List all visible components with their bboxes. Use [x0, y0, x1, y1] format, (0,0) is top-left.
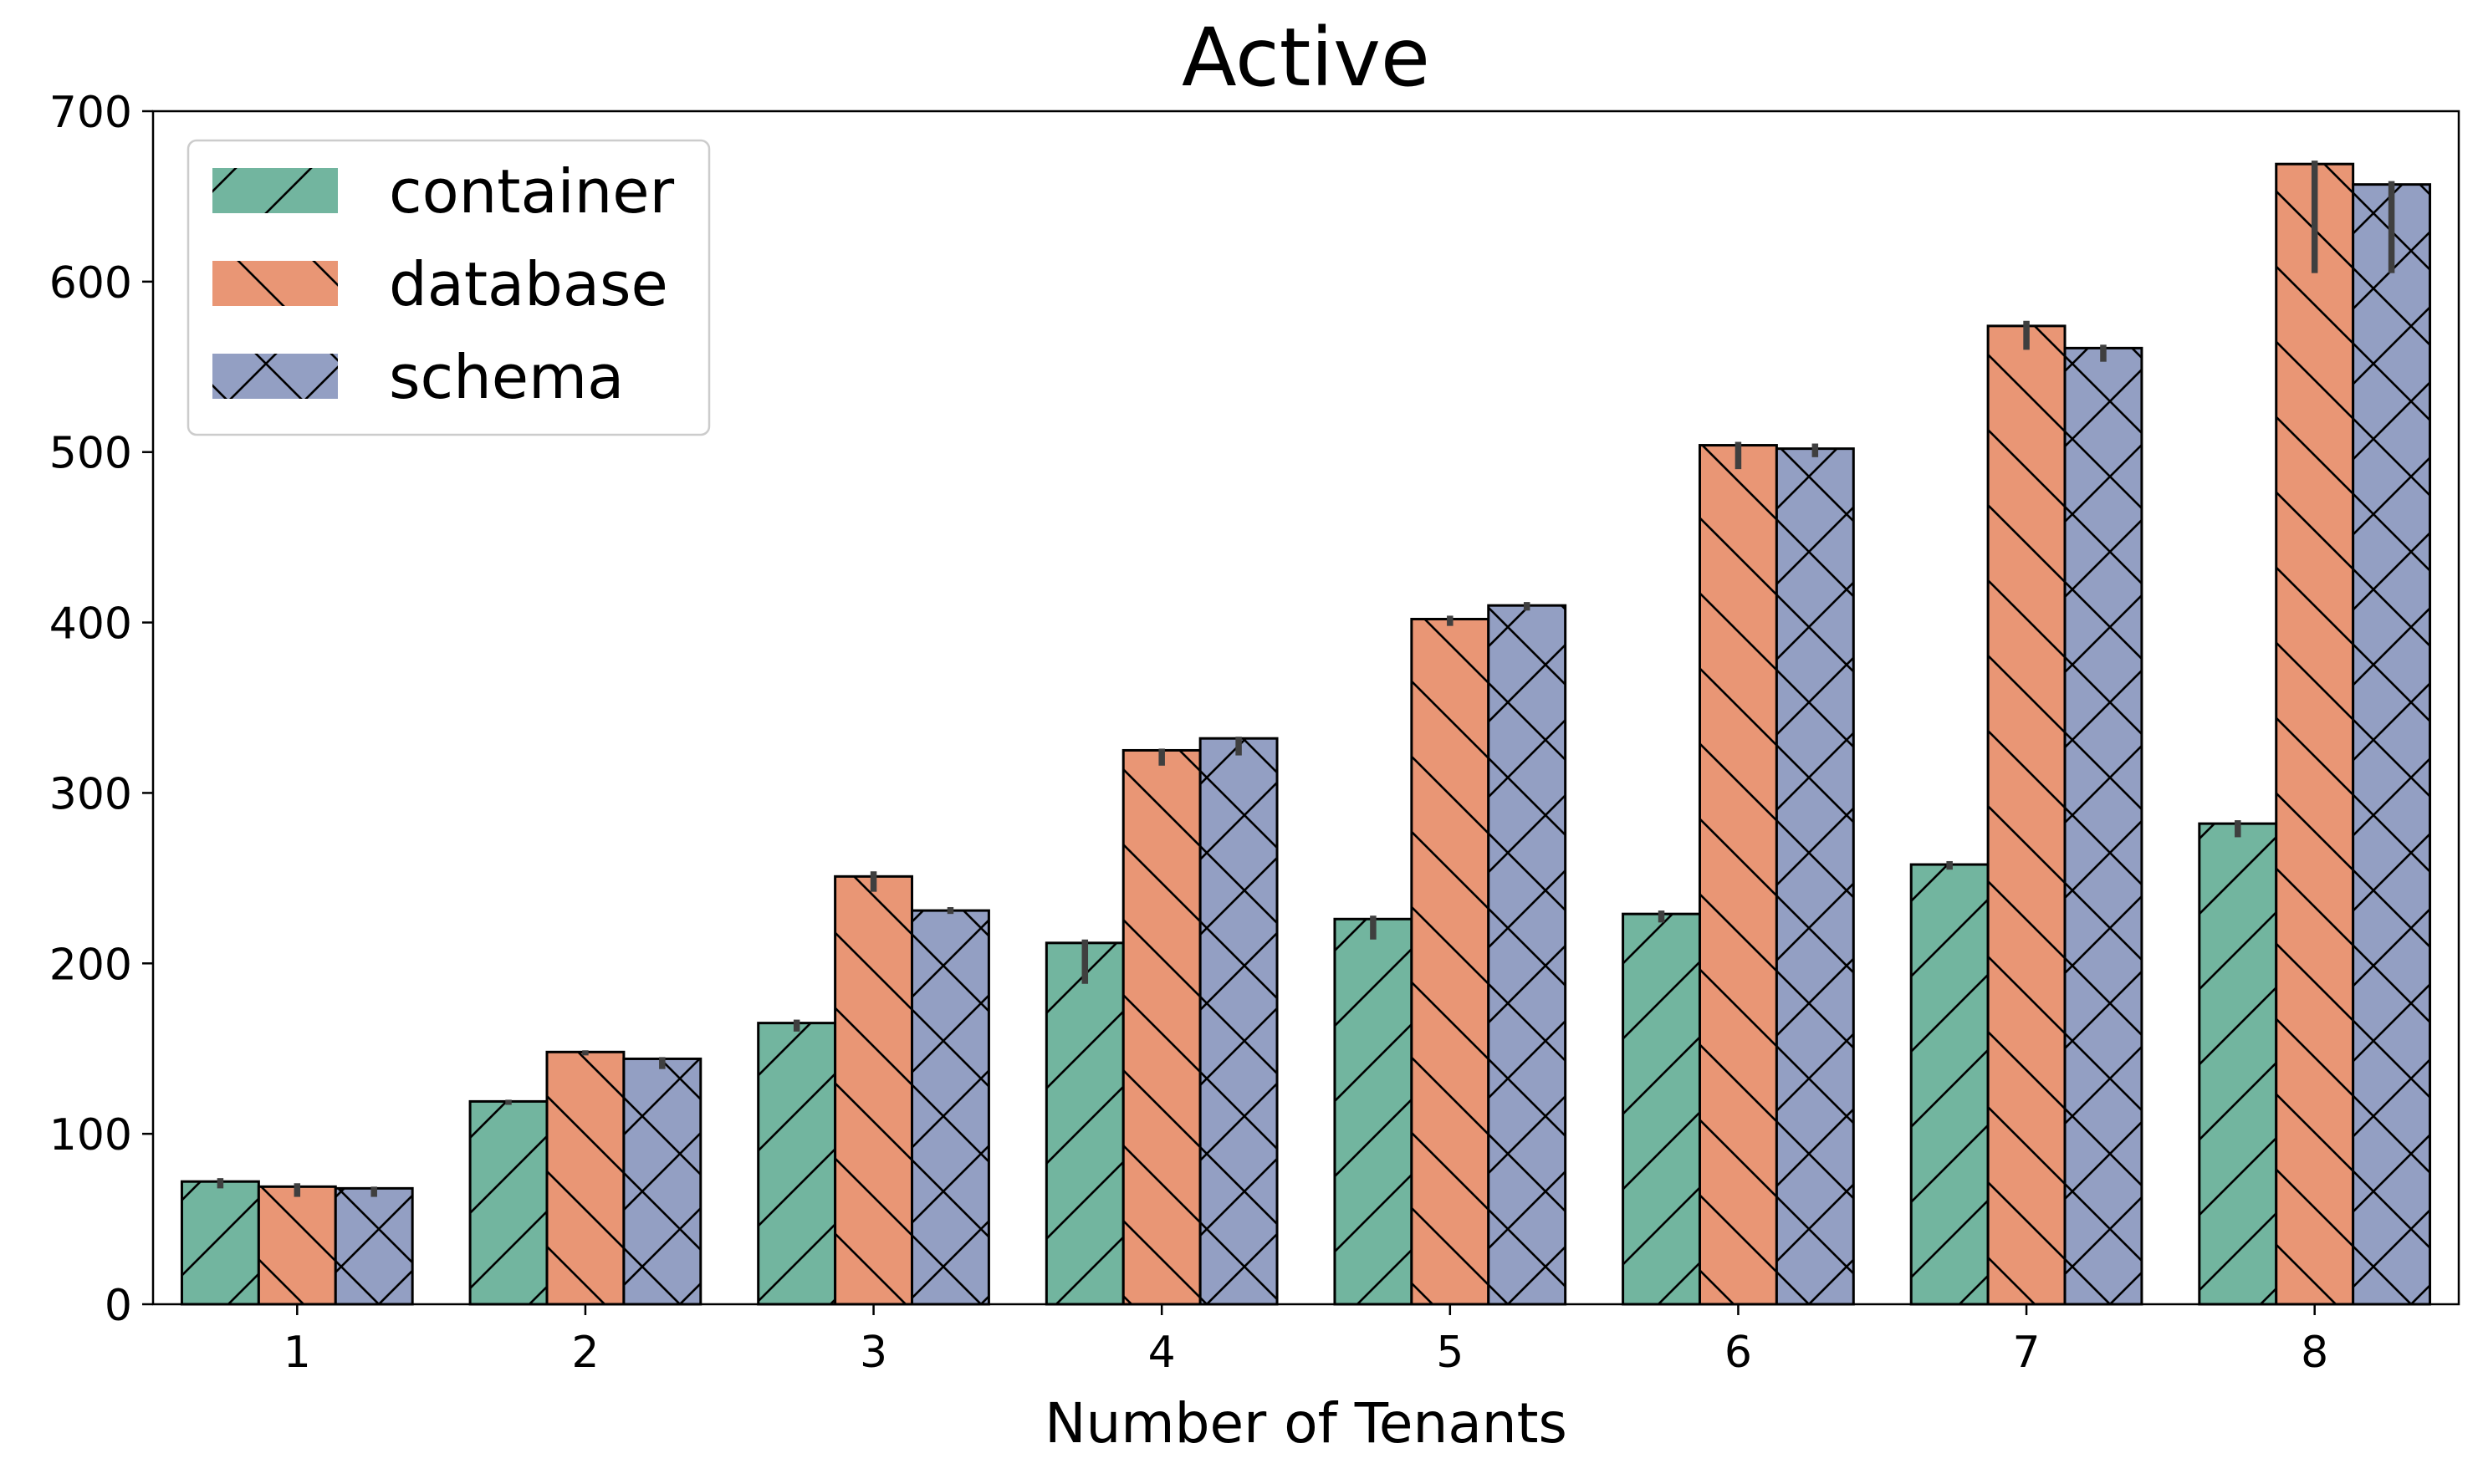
legend: container database schema [186, 139, 711, 436]
y-tick-label-600: 600 [49, 258, 132, 309]
bar-database-7 [1986, 324, 2067, 1306]
bar-container-3 [757, 1022, 837, 1306]
x-tick-label-5: 5 [1436, 1328, 1464, 1378]
bar-database-1 [257, 1185, 337, 1306]
bar-schema-1 [334, 1186, 414, 1306]
y-tick-label-500: 500 [49, 429, 132, 479]
x-tick-label-2: 2 [571, 1328, 599, 1378]
bar-container-7 [1909, 863, 1990, 1306]
y-tick-label-200: 200 [49, 940, 132, 990]
y-tick-label-300: 300 [49, 769, 132, 819]
x-tick-label-1: 1 [284, 1328, 311, 1378]
legend-swatch-schema [212, 354, 338, 399]
bar-database-3 [834, 875, 914, 1306]
bar-database-6 [1698, 444, 1778, 1306]
bar-schema-3 [911, 909, 990, 1306]
bars-layer [180, 162, 2432, 1306]
bar-schema-2 [622, 1057, 702, 1306]
legend-swatch-database [212, 261, 338, 306]
bar-database-5 [1410, 617, 1490, 1306]
bar-schema-7 [2063, 346, 2143, 1306]
bar-schema-8 [2352, 183, 2432, 1306]
y-tick-label-700: 700 [49, 88, 132, 138]
bar-container-8 [2198, 822, 2278, 1306]
legend-swatch-container [212, 168, 338, 213]
error-bars-layer [217, 161, 2395, 1197]
bar-container-4 [1045, 941, 1125, 1306]
bar-database-8 [2275, 162, 2355, 1306]
legend-label-database: database [389, 249, 668, 319]
bar-schema-4 [1198, 737, 1279, 1306]
bar-schema-5 [1487, 604, 1567, 1306]
legend-label-container: container [389, 156, 675, 227]
x-tick-label-6: 6 [1724, 1328, 1752, 1378]
bar-container-1 [180, 1180, 260, 1306]
x-tick-label-3: 3 [860, 1328, 887, 1378]
bar-container-2 [468, 1099, 549, 1306]
bar-schema-6 [1775, 447, 1855, 1306]
y-tick-label-100: 100 [49, 1110, 132, 1160]
bar-container-5 [1333, 917, 1413, 1306]
x-axis-label: Number of Tenants [1045, 1391, 1567, 1456]
plot-frame [151, 110, 2460, 1306]
bar-database-2 [545, 1050, 626, 1306]
chart-title: Active [1182, 11, 1430, 105]
axes-layer: 0 100 200 300 400 500 600 700 1 2 3 4 5 6 7 8 [49, 88, 2460, 1378]
x-tick-label-7: 7 [2013, 1328, 2041, 1378]
bar-container-6 [1622, 912, 1701, 1306]
bar-database-4 [1121, 748, 1202, 1306]
legend-label-schema: schema [389, 342, 624, 412]
y-tick-label-400: 400 [49, 599, 132, 650]
x-tick-label-4: 4 [1148, 1328, 1176, 1378]
x-tick-label-8: 8 [2301, 1328, 2328, 1378]
y-tick-label-0: 0 [105, 1281, 132, 1331]
